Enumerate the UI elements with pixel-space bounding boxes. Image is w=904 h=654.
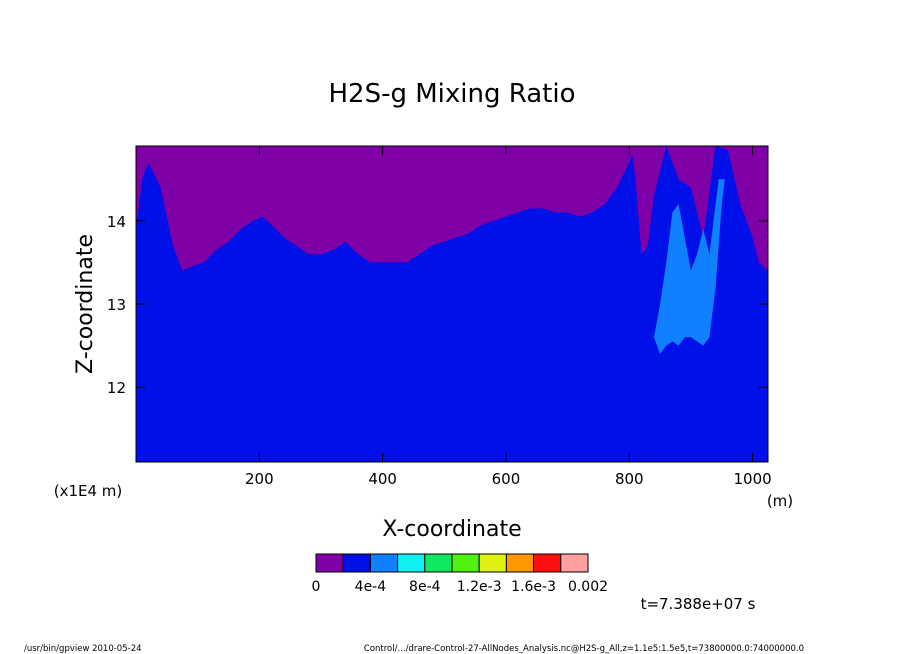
colorbar-label: 0.002 — [568, 579, 608, 595]
colorbar-swatch — [505, 553, 535, 573]
colorbar — [315, 553, 589, 573]
y-axis-label: Z-coordinate — [73, 234, 98, 374]
colorbar-swatch — [478, 553, 507, 573]
colorbar-label: 8e-4 — [409, 579, 441, 595]
colorbar-swatch — [560, 553, 589, 573]
contour-region — [136, 146, 768, 271]
colorbar-swatch — [451, 553, 480, 573]
contour-region — [653, 179, 725, 354]
y-axis: 12 13 14 — [107, 213, 768, 397]
x-tick-label: 800 — [615, 470, 644, 488]
footer-right: Control/.../drare-Control-27-AllNodes_An… — [364, 644, 804, 654]
x-tick-label: 200 — [245, 470, 274, 488]
colorbar-label: 1.6e-3 — [511, 579, 556, 595]
footer-left: /usr/bin/gpview 2010-05-24 — [24, 644, 142, 654]
regions-layer — [136, 146, 768, 354]
timestamp-label: t=7.388e+07 s — [641, 595, 756, 613]
chart-title: H2S-g Mixing Ratio — [328, 79, 575, 109]
colorbar-labels: 0 4e-4 8e-4 1.2e-3 1.6e-3 0.002 — [312, 579, 609, 595]
x-axis-label: X-coordinate — [382, 517, 521, 542]
colorbar-swatch — [397, 553, 426, 573]
y-tick-label: 12 — [107, 379, 126, 397]
y-scale-note: (x1E4 m) — [54, 482, 123, 500]
colorbar-label: 1.2e-3 — [457, 579, 502, 595]
colorbar-swatch — [533, 553, 562, 573]
y-tick-label: 13 — [107, 296, 126, 314]
x-tick-label: 400 — [368, 470, 397, 488]
colorbar-swatch — [315, 553, 344, 573]
colorbar-label: 0 — [312, 579, 321, 595]
x-axis: 200 400 600 800 1000 — [245, 146, 772, 488]
colorbar-swatch — [342, 553, 371, 573]
x-tick-label: 600 — [492, 470, 521, 488]
colorbar-swatch — [369, 553, 399, 573]
colorbar-swatch — [424, 553, 453, 573]
y-tick-label: 14 — [107, 213, 126, 231]
x-tick-label: 1000 — [733, 470, 771, 488]
x-unit-label: (m) — [767, 492, 793, 510]
plot-area — [136, 146, 768, 462]
colorbar-label: 4e-4 — [355, 579, 387, 595]
